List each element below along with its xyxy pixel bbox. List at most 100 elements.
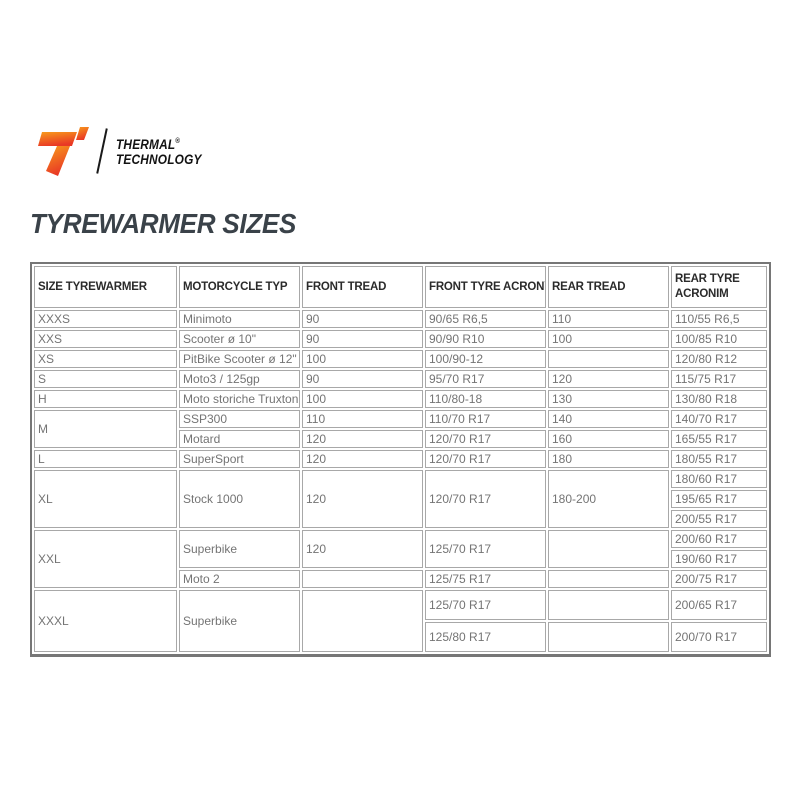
table-row: M SSP300 110 110/70 R17 140 140/70 R17 (34, 410, 767, 448)
table-cell: 200/55 R17 (671, 510, 767, 528)
table-cell: 190/60 R17 (671, 550, 767, 568)
table-cell: 160 (548, 430, 669, 448)
table-cell (548, 622, 669, 652)
table-cell: 110 (302, 410, 423, 428)
table-cell: Superbike (179, 530, 300, 568)
column-header: REAR TYRE ACRONIM (671, 266, 767, 308)
table-row: L SuperSport 120 120/70 R17 180 180/55 R… (34, 450, 767, 468)
column-header: FRONT TYRE ACRONYM (425, 266, 546, 308)
table-cell: 125/70 R17 (425, 530, 546, 568)
thermal-technology-mark-icon (38, 127, 89, 176)
table-cell: XS (34, 350, 177, 368)
table-row: Moto 2 125/75 R17 200/75 R17 (34, 570, 767, 588)
table-row: S Moto3 / 125gp 90 95/70 R17 120 115/75 … (34, 370, 767, 388)
table-cell: 115/75 R17 (671, 370, 767, 388)
table-cell: Moto3 / 125gp (179, 370, 300, 388)
table-cell: 100 (302, 350, 423, 368)
table-cell: H (34, 390, 177, 408)
table-row: 195/65 R17 (34, 490, 767, 508)
table-cell: PitBike Scooter ø 12" (179, 350, 300, 368)
table-cell: 165/55 R17 (671, 430, 767, 448)
table-cell: 90 (302, 370, 423, 388)
table-cell: Scooter ø 10" (179, 330, 300, 348)
table-cell: 110/70 R17 (425, 410, 546, 428)
table-cell (548, 570, 669, 588)
table-cell: XXXL (34, 590, 177, 652)
table-cell: 200/70 R17 (671, 622, 767, 652)
table-cell: 100 (302, 390, 423, 408)
table-cell: 110/80-18 (425, 390, 546, 408)
column-header: REAR TREAD (548, 266, 669, 308)
table-cell: 120 (302, 530, 423, 568)
table-cell: 200/75 R17 (671, 570, 767, 588)
table-row: XXXS Minimoto 90 90/65 R6,5 110 110/55 R… (34, 310, 767, 328)
table-cell: 180-200 (548, 470, 669, 528)
page-title: TYREWARMER SIZES (30, 208, 297, 239)
table-row: 190/60 R17 (34, 550, 767, 568)
tyrewarmer-sizes-table: SIZE TYREWARMER MOTORCYCLE TYP FRONT TRE… (30, 262, 771, 657)
table-cell: 125/75 R17 (425, 570, 546, 588)
table-row: XXL Superbike 120 125/70 R17 200/60 R17 (34, 530, 767, 588)
table-cell: 100/85 R10 (671, 330, 767, 348)
table-cell (548, 590, 669, 620)
logo-slash (96, 128, 108, 174)
table-cell: 125/70 R17 (425, 590, 546, 620)
table-row: XS PitBike Scooter ø 12" 100 100/90-12 1… (34, 350, 767, 368)
brand-text: THERMAL® TECHNOLOGY (116, 137, 202, 167)
table-cell: 90/65 R6,5 (425, 310, 546, 328)
table-cell: 200/65 R17 (671, 590, 767, 620)
table-cell: 120/70 R17 (425, 470, 546, 528)
table-cell (548, 530, 669, 568)
table-cell: Moto storiche Truxton (179, 390, 300, 408)
table-cell (548, 350, 669, 368)
column-header: FRONT TREAD (302, 266, 423, 308)
table-cell: XXXS (34, 310, 177, 328)
table-cell: 180/60 R17 (671, 470, 767, 488)
table-cell: 195/65 R17 (671, 490, 767, 508)
table-cell: 100/90-12 (425, 350, 546, 368)
table-row: XL Stock 1000 120 120/70 R17 180-200 180… (34, 470, 767, 528)
table-cell: 120 (302, 430, 423, 448)
table-cell: SSP300 (179, 410, 300, 428)
table-cell: Motard (179, 430, 300, 448)
table-cell: 90/90 R10 (425, 330, 546, 348)
table-cell: 110/55 R6,5 (671, 310, 767, 328)
table-cell: XL (34, 470, 177, 528)
table-cell: 90 (302, 330, 423, 348)
table-row: XXXL Superbike 125/70 R17 200/65 R17 (34, 590, 767, 652)
table-cell: 120 (548, 370, 669, 388)
table-cell: 95/70 R17 (425, 370, 546, 388)
table-row: H Moto storiche Truxton 100 110/80-18 13… (34, 390, 767, 408)
column-header: MOTORCYCLE TYP (179, 266, 300, 308)
table-cell: S (34, 370, 177, 388)
table-cell: 125/80 R17 (425, 622, 546, 652)
table-cell: 120/80 R12 (671, 350, 767, 368)
table-cell: 130/80 R18 (671, 390, 767, 408)
table-cell: 140/70 R17 (671, 410, 767, 428)
table-cell: 120 (302, 450, 423, 468)
brand-logo: THERMAL® TECHNOLOGY (31, 126, 213, 178)
table-cell: Stock 1000 (179, 470, 300, 528)
table-cell: 90 (302, 310, 423, 328)
table-cell: 180/55 R17 (671, 450, 767, 468)
table-cell (302, 570, 423, 588)
table-cell: 180 (548, 450, 669, 468)
table-cell: 140 (548, 410, 669, 428)
table-row: XXS Scooter ø 10" 90 90/90 R10 100 100/8… (34, 330, 767, 348)
table-row: Motard 120 120/70 R17 160 165/55 R17 (34, 430, 767, 448)
table-header-row: SIZE TYREWARMER MOTORCYCLE TYP FRONT TRE… (34, 266, 767, 308)
table-cell: XXS (34, 330, 177, 348)
table-cell: Moto 2 (179, 570, 300, 588)
table-row: 200/55 R17 (34, 510, 767, 528)
table-row: 125/80 R17 200/70 R17 (34, 622, 767, 652)
brand-name-line2: TECHNOLOGY (116, 152, 202, 168)
table-cell: L (34, 450, 177, 468)
brand-name-line1: THERMAL® (116, 137, 180, 152)
table-cell: Superbike (179, 590, 300, 652)
registered-mark: ® (175, 138, 180, 145)
column-header: SIZE TYREWARMER (34, 266, 177, 308)
table-cell: 120/70 R17 (425, 430, 546, 448)
table-cell: 130 (548, 390, 669, 408)
table-cell: 110 (548, 310, 669, 328)
